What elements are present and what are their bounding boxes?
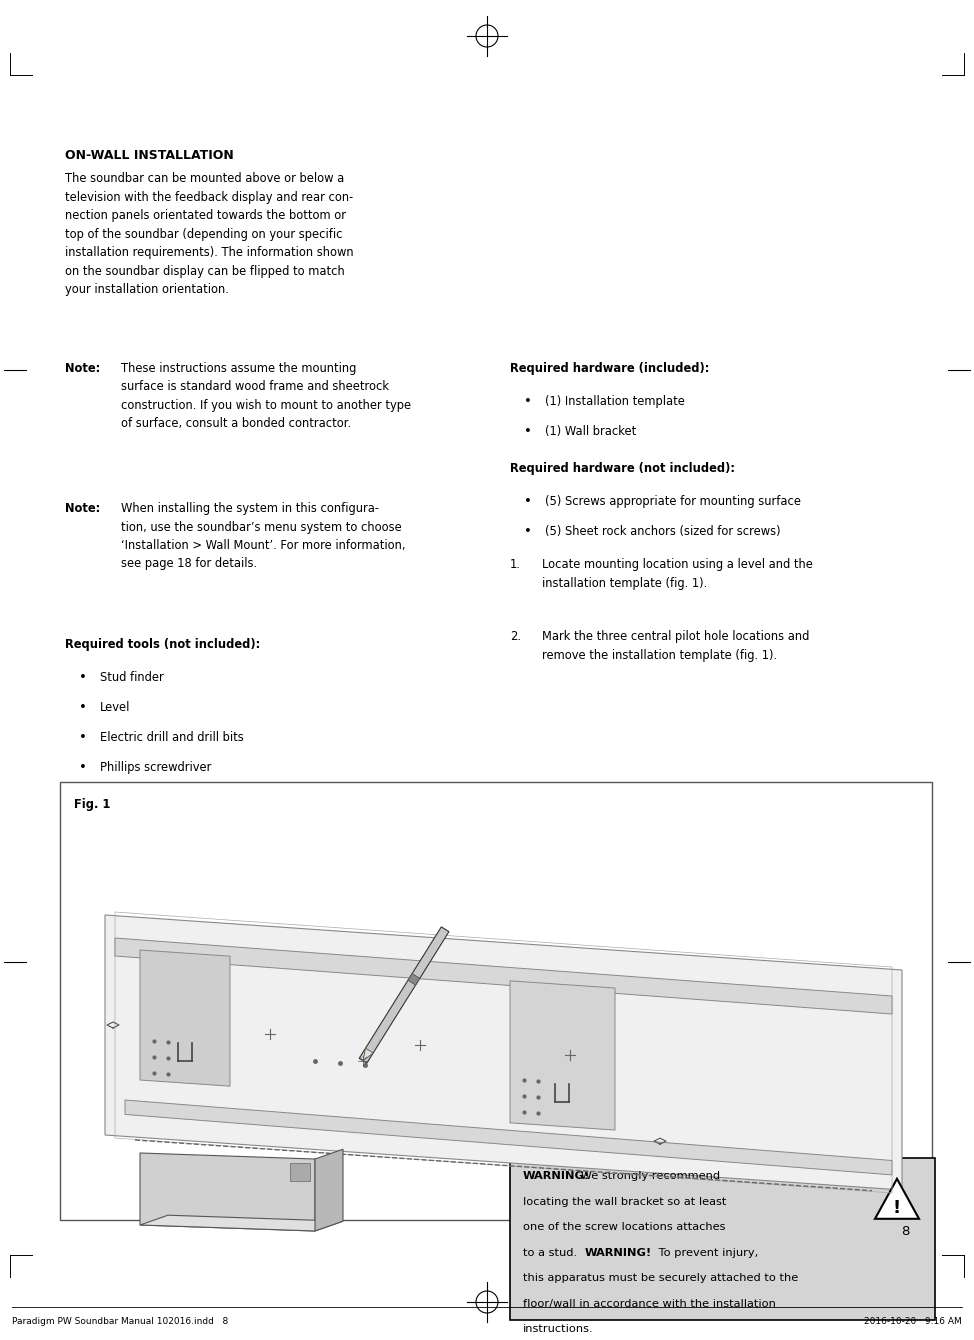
Polygon shape <box>315 1150 343 1231</box>
Text: 1.: 1. <box>510 557 521 571</box>
Text: 8: 8 <box>901 1225 909 1238</box>
Text: Note:: Note: <box>65 362 100 375</box>
Text: ON-WALL INSTALLATION: ON-WALL INSTALLATION <box>65 149 234 162</box>
Polygon shape <box>875 1179 919 1219</box>
Text: Required tools (not included):: Required tools (not included): <box>65 638 260 651</box>
Polygon shape <box>408 974 420 985</box>
Text: •: • <box>524 494 532 508</box>
Polygon shape <box>140 1215 343 1231</box>
Text: one of the screw locations attaches: one of the screw locations attaches <box>523 1222 726 1231</box>
Text: •: • <box>79 732 87 744</box>
Polygon shape <box>115 938 892 1014</box>
FancyBboxPatch shape <box>290 1163 310 1181</box>
Polygon shape <box>140 1152 315 1231</box>
Text: •: • <box>524 395 532 407</box>
Text: •: • <box>524 425 532 438</box>
Polygon shape <box>363 1048 373 1061</box>
Text: Note:: Note: <box>65 502 100 515</box>
Text: Fig. 1: Fig. 1 <box>74 799 110 811</box>
Text: Locate mounting location using a level and the
installation template (fig. 1).: Locate mounting location using a level a… <box>542 557 813 590</box>
Text: These instructions assume the mounting
surface is standard wood frame and sheetr: These instructions assume the mounting s… <box>121 362 411 430</box>
Text: locating the wall bracket so at least: locating the wall bracket so at least <box>523 1197 727 1206</box>
Text: WARNING!: WARNING! <box>585 1248 653 1257</box>
Text: Level: Level <box>100 701 131 714</box>
Text: Phillips screwdriver: Phillips screwdriver <box>100 761 211 775</box>
Text: Electric drill and drill bits: Electric drill and drill bits <box>100 732 244 744</box>
Text: (1) Wall bracket: (1) Wall bracket <box>545 425 636 438</box>
Text: !: ! <box>893 1199 901 1217</box>
Text: WARNING!: WARNING! <box>523 1171 590 1181</box>
Text: Stud finder: Stud finder <box>100 671 164 683</box>
Text: (5) Screws appropriate for mounting surface: (5) Screws appropriate for mounting surf… <box>545 494 801 508</box>
FancyBboxPatch shape <box>510 1158 935 1320</box>
Polygon shape <box>510 981 615 1130</box>
Text: We strongly recommend: We strongly recommend <box>578 1171 721 1181</box>
Text: 2016-10-20   9:16 AM: 2016-10-20 9:16 AM <box>864 1317 962 1327</box>
Text: 2.: 2. <box>510 630 521 643</box>
Text: this apparatus must be securely attached to the: this apparatus must be securely attached… <box>523 1273 799 1282</box>
Polygon shape <box>125 1100 892 1175</box>
Text: (5) Sheet rock anchors (sized for screws): (5) Sheet rock anchors (sized for screws… <box>545 525 780 537</box>
Polygon shape <box>105 915 902 1190</box>
Text: floor/wall in accordance with the installation: floor/wall in accordance with the instal… <box>523 1298 776 1308</box>
Text: Mark the three central pilot hole locations and
remove the installation template: Mark the three central pilot hole locati… <box>542 630 809 662</box>
Text: To prevent injury,: To prevent injury, <box>655 1248 758 1257</box>
Polygon shape <box>140 950 230 1087</box>
Text: (1) Installation template: (1) Installation template <box>545 395 685 407</box>
Text: Required hardware (not included):: Required hardware (not included): <box>510 462 735 474</box>
Text: •: • <box>79 671 87 683</box>
Text: to a stud.: to a stud. <box>523 1248 581 1257</box>
Text: The soundbar can be mounted above or below a
television with the feedback displa: The soundbar can be mounted above or bel… <box>65 172 354 296</box>
Polygon shape <box>359 927 449 1063</box>
Text: When installing the system in this configura-
tion, use the soundbar’s menu syst: When installing the system in this confi… <box>121 502 405 571</box>
Text: Required hardware (included):: Required hardware (included): <box>510 362 709 375</box>
Text: instructions.: instructions. <box>523 1324 593 1335</box>
Text: Paradigm PW Soundbar Manual 102016.indd   8: Paradigm PW Soundbar Manual 102016.indd … <box>12 1317 228 1327</box>
Text: •: • <box>524 525 532 537</box>
Text: •: • <box>79 761 87 775</box>
FancyBboxPatch shape <box>60 783 932 1219</box>
Text: •: • <box>79 701 87 714</box>
